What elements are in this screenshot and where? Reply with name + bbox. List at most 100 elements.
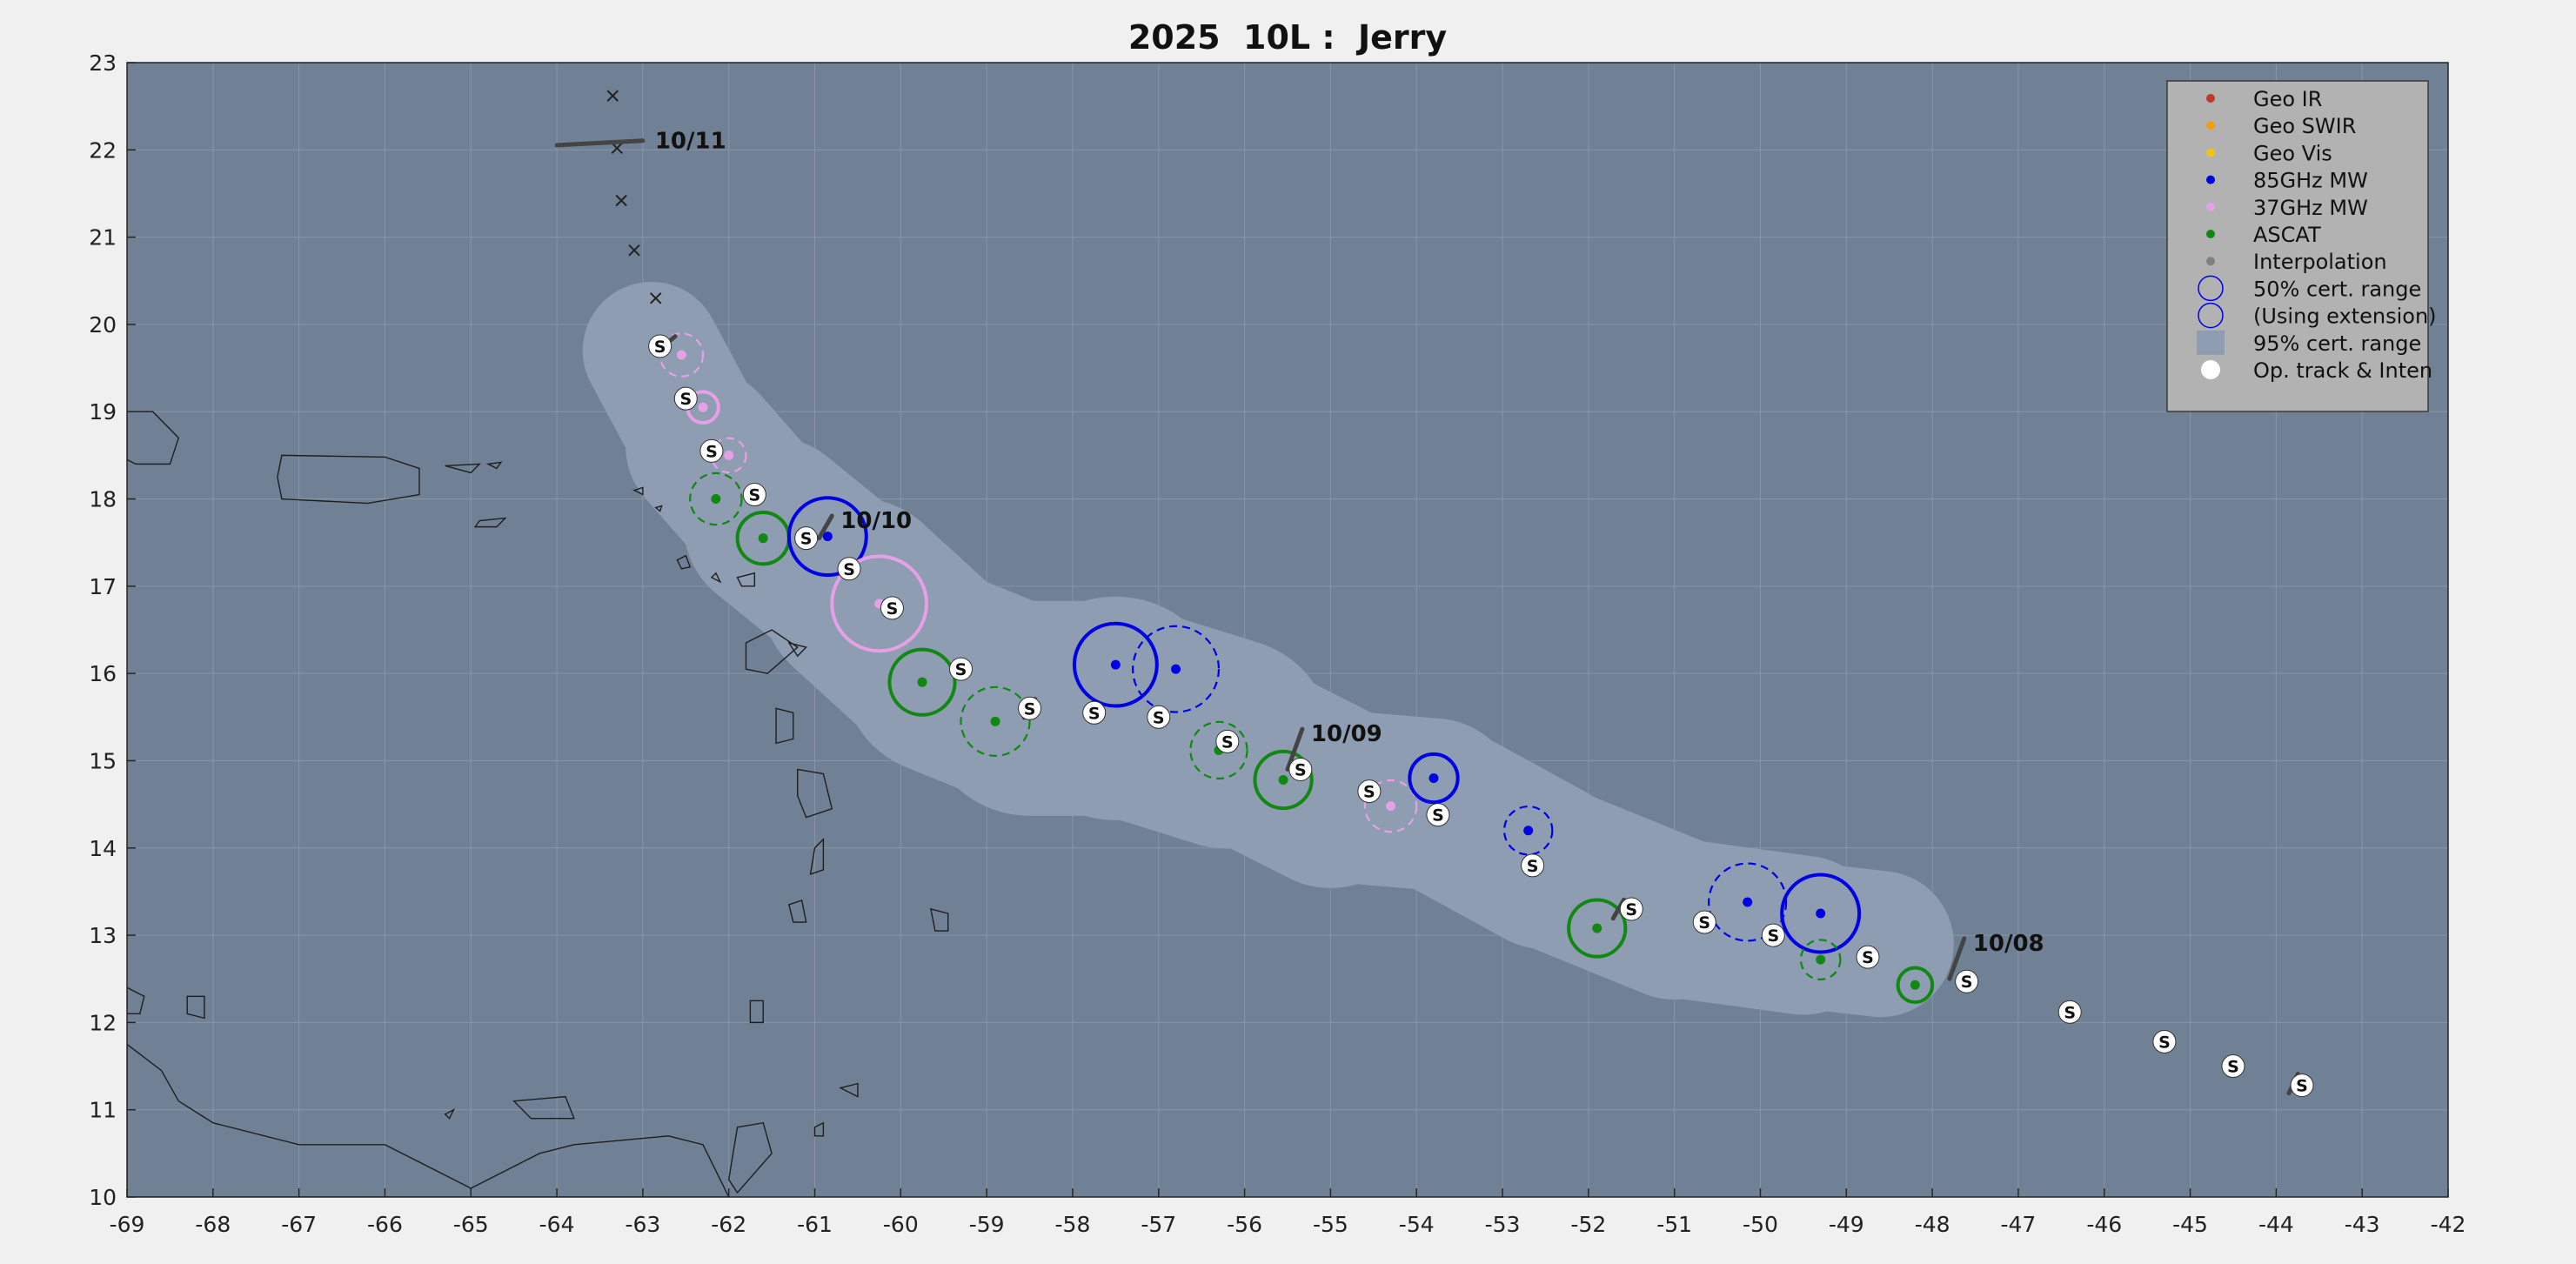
op-track-intensity-label: S bbox=[1767, 926, 1779, 946]
forecast-points bbox=[606, 90, 662, 304]
x-tick-label: -43 bbox=[2345, 1212, 2380, 1237]
land-outline bbox=[277, 454, 420, 505]
op-track-point bbox=[1288, 757, 1313, 781]
legend-symbol-square bbox=[2197, 330, 2225, 355]
land-outline bbox=[512, 1095, 575, 1120]
forecast-point bbox=[650, 292, 662, 304]
mw85-certainty-circle bbox=[1408, 752, 1460, 805]
op-track-point bbox=[1955, 969, 1979, 993]
mw85-certainty-circle bbox=[1502, 805, 1554, 856]
legend-symbol-circle bbox=[2198, 302, 2224, 329]
mw37-certainty-circle bbox=[1363, 779, 1418, 833]
legend-label: Geo SWIR bbox=[2253, 114, 2356, 138]
op-track-intensity-label: S bbox=[887, 599, 899, 619]
op-track-point bbox=[1215, 729, 1240, 753]
ascat-fix-point bbox=[1816, 954, 1826, 965]
legend-label: (Using extension) bbox=[2253, 304, 2437, 329]
op-track-intensity-label: S bbox=[1432, 806, 1444, 826]
legend-box bbox=[2166, 80, 2429, 412]
ascat-certainty-circle bbox=[1567, 898, 1628, 959]
op-track-point bbox=[837, 557, 861, 581]
ascat-fix-point bbox=[758, 533, 768, 544]
x-tick-label: -50 bbox=[1743, 1212, 1778, 1237]
op-track-point bbox=[1761, 923, 1785, 947]
x-tick-label: -63 bbox=[625, 1212, 660, 1237]
date-marker-label: 10/11 bbox=[655, 129, 726, 155]
x-tick-label: -49 bbox=[1829, 1212, 1864, 1237]
op-track-intensity-label: S bbox=[1153, 708, 1165, 727]
land-outline bbox=[444, 1108, 456, 1120]
legend-label: ASCAT bbox=[2253, 223, 2321, 247]
land-outline bbox=[473, 517, 507, 528]
ascat-certainty-circle bbox=[1799, 939, 1842, 980]
land-outline bbox=[676, 554, 692, 570]
mw85-fix-point bbox=[1429, 773, 1439, 784]
mw85-fix-point bbox=[1171, 664, 1181, 674]
date-marker-label: 10/08 bbox=[1973, 931, 2044, 957]
op-track-point bbox=[1147, 705, 1171, 729]
ascat-certainty-circle bbox=[1896, 966, 1935, 1005]
op-track-point bbox=[1426, 803, 1450, 827]
mw37-fix-point bbox=[676, 350, 686, 360]
op-track-point bbox=[1692, 910, 1716, 934]
date-marker-line bbox=[1285, 726, 1305, 772]
op-track-intensity-label: S bbox=[706, 442, 718, 461]
x-tick-label: -61 bbox=[797, 1212, 833, 1237]
land-outline bbox=[749, 1000, 764, 1024]
x-tick-label: -64 bbox=[539, 1212, 575, 1237]
op-track-point bbox=[1018, 696, 1042, 720]
op-track-point bbox=[1856, 945, 1880, 969]
envelope-segment bbox=[1811, 875, 1950, 1013]
x-tick-label: -52 bbox=[1570, 1212, 1606, 1237]
date-marker-line bbox=[816, 513, 834, 541]
forecast-point bbox=[611, 142, 623, 155]
y-tick-label: 14 bbox=[89, 836, 117, 861]
x-tick-label: -56 bbox=[1227, 1212, 1262, 1237]
land-outline bbox=[787, 641, 807, 658]
land-outline bbox=[127, 411, 180, 465]
ascat-fix-point bbox=[1592, 923, 1602, 933]
legend-label: Geo IR bbox=[2253, 87, 2322, 111]
mw85-fix-point bbox=[1110, 659, 1121, 670]
land-outline bbox=[788, 900, 807, 923]
ascat-certainty-circle bbox=[887, 647, 957, 717]
plot-frame bbox=[126, 62, 2449, 1198]
date-marker-label: 10/09 bbox=[1311, 721, 1382, 747]
y-tick-label: 19 bbox=[89, 399, 117, 425]
y-tick-label: 11 bbox=[89, 1098, 117, 1123]
ascat-fix-point bbox=[1910, 980, 1920, 990]
op-track-intensity-label: S bbox=[1295, 760, 1307, 779]
legend-label: Op. track & Inten bbox=[2253, 358, 2432, 383]
legend-label: Interpolation bbox=[2253, 250, 2387, 274]
mw85-fix-point bbox=[1523, 826, 1534, 836]
land-outline bbox=[654, 505, 663, 512]
forecast-point bbox=[628, 244, 640, 257]
ascat-certainty-circle bbox=[1189, 720, 1248, 780]
op-track-point bbox=[673, 386, 698, 411]
x-tick-label: -48 bbox=[1915, 1212, 1950, 1237]
op-track-intensity-label: S bbox=[1363, 783, 1375, 802]
land-outline bbox=[632, 486, 644, 496]
x-tick-label: -58 bbox=[1055, 1212, 1091, 1237]
date-marker-line bbox=[554, 138, 646, 148]
legend-symbol-dot bbox=[2206, 257, 2215, 266]
y-tick-label: 10 bbox=[89, 1185, 117, 1210]
mw37-certainty-circle bbox=[830, 554, 928, 653]
ascat-fix-point bbox=[990, 716, 1000, 726]
op-track-point bbox=[1357, 779, 1382, 804]
x-tick-label: -60 bbox=[883, 1212, 919, 1237]
x-tick-label: -51 bbox=[1656, 1212, 1692, 1237]
op-track-intensity-label: S bbox=[1088, 704, 1101, 723]
y-tick-label: 15 bbox=[89, 748, 117, 773]
x-tick-label: -45 bbox=[2172, 1212, 2208, 1237]
land-outline bbox=[736, 572, 756, 587]
forecast-point bbox=[615, 194, 627, 207]
legend-label: 50% cert. range bbox=[2253, 277, 2421, 301]
forecast-point bbox=[606, 90, 619, 102]
op-track-point bbox=[949, 657, 974, 681]
op-track-point bbox=[742, 483, 766, 507]
ascat-fix-point bbox=[917, 677, 927, 687]
plot-area bbox=[127, 63, 2448, 1197]
x-axis: -69 -68 -67 -66 -65 -64 -63 -62 -61 -60 -59 -58 -57 -… bbox=[110, 1188, 2466, 1237]
date-marker-line bbox=[1947, 936, 1967, 981]
